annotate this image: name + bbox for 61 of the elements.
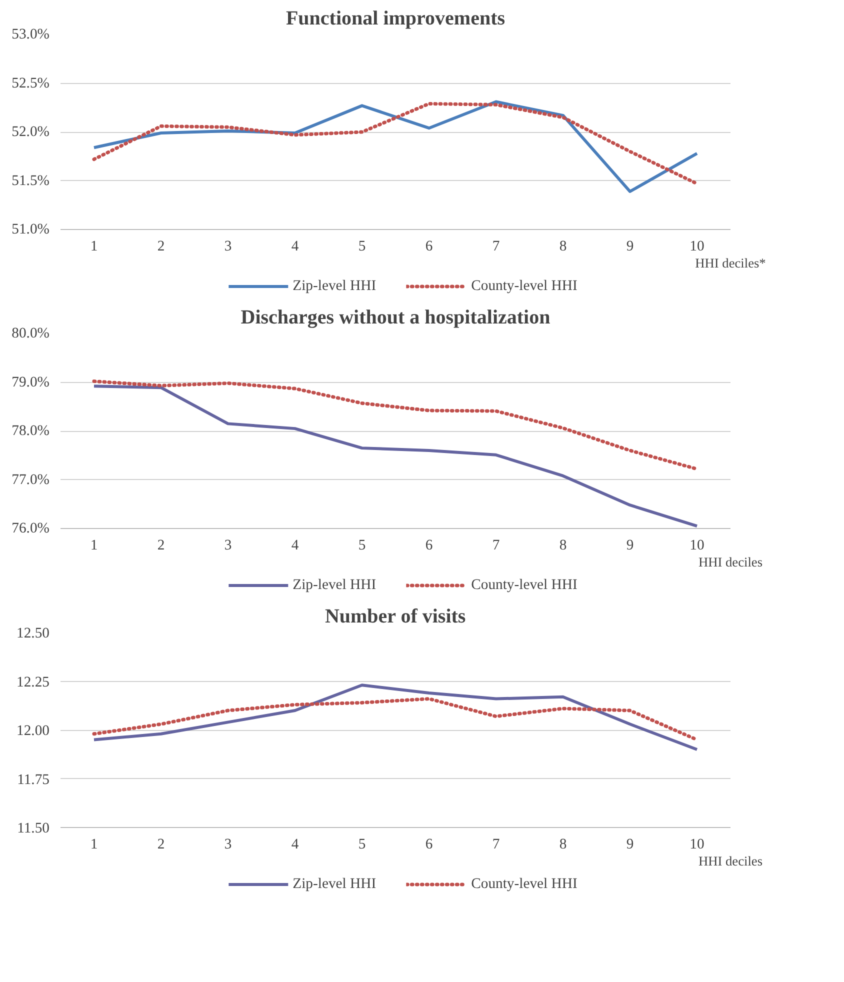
x-tick-label: 4 [291,238,300,254]
x-tick-label: 7 [492,836,500,852]
legend-label: County-level HHI [471,576,578,594]
y-tick-label: 12.00 [16,723,50,739]
x-tick-label: 10 [690,238,704,254]
x-tick-label: 8 [559,538,567,554]
x-tick-label: 8 [559,836,567,852]
y-tick-label: 78.0% [12,423,50,439]
x-tick-label: 6 [425,238,433,254]
x-tick-label: 7 [492,238,500,254]
legend-label: County-level HHI [471,278,578,294]
x-tick-label: 2 [157,836,165,852]
x-tick-label: 2 [157,538,165,554]
legend-label: Zip-level HHI [292,278,376,294]
x-tick-label: 5 [358,836,366,852]
x-tick-label: 1 [90,538,98,554]
x-tick-label: 3 [224,538,232,554]
y-tick-label: 51.5% [12,172,50,189]
chart-title: Discharges without a hospitalization [240,306,550,328]
y-tick-label: 52.5% [12,75,50,92]
y-tick-label: 12.50 [16,626,50,642]
x-tick-label: 10 [690,836,704,852]
x-tick-label: 6 [425,538,433,554]
y-tick-label: 80.0% [12,326,50,342]
legend-label: Zip-level HHI [292,876,376,892]
y-tick-label: 12.25 [16,674,50,690]
line-series [92,697,699,742]
x-tick-label: 1 [90,836,98,852]
x-tick-label: 9 [626,836,634,852]
chart-title: Functional improvements [286,8,506,30]
y-tick-label: 52.0% [12,124,50,140]
x-tick-label: 7 [492,538,500,554]
y-tick-label: 11.50 [17,820,50,836]
x-tick-label: 3 [224,238,232,254]
line-series [92,380,699,471]
x-tick-label: 6 [425,836,433,852]
line-series [92,684,698,751]
y-tick-label: 77.0% [12,472,50,488]
y-tick-label: 51.0% [12,222,50,238]
x-tick-label: 3 [224,836,232,852]
x-tick-label: 5 [358,538,366,554]
x-tick-label: 1 [90,238,98,254]
line-series [92,384,698,528]
x-tick-label: 8 [559,238,567,254]
x-tick-label: 4 [291,836,300,852]
x-tick-label: 10 [690,538,704,554]
y-tick-label: 11.75 [17,772,50,788]
x-tick-label: 9 [626,238,634,254]
chart-title: Number of visits [324,606,466,628]
x-tick-label: 9 [626,538,634,554]
x-tick-label: 2 [157,238,165,254]
y-tick-label: 53.0% [12,26,50,42]
y-tick-label: 79.0% [12,374,50,390]
x-axis-title: HHI deciles [698,854,763,868]
legend-label: Zip-level HHI [292,576,376,594]
legend-label: County-level HHI [471,876,578,892]
x-axis-title: HHI deciles* [695,256,766,270]
y-tick-label: 76.0% [12,520,50,536]
x-tick-label: 5 [358,238,366,254]
x-axis-title: HHI deciles [698,554,763,570]
x-tick-label: 4 [291,538,300,554]
